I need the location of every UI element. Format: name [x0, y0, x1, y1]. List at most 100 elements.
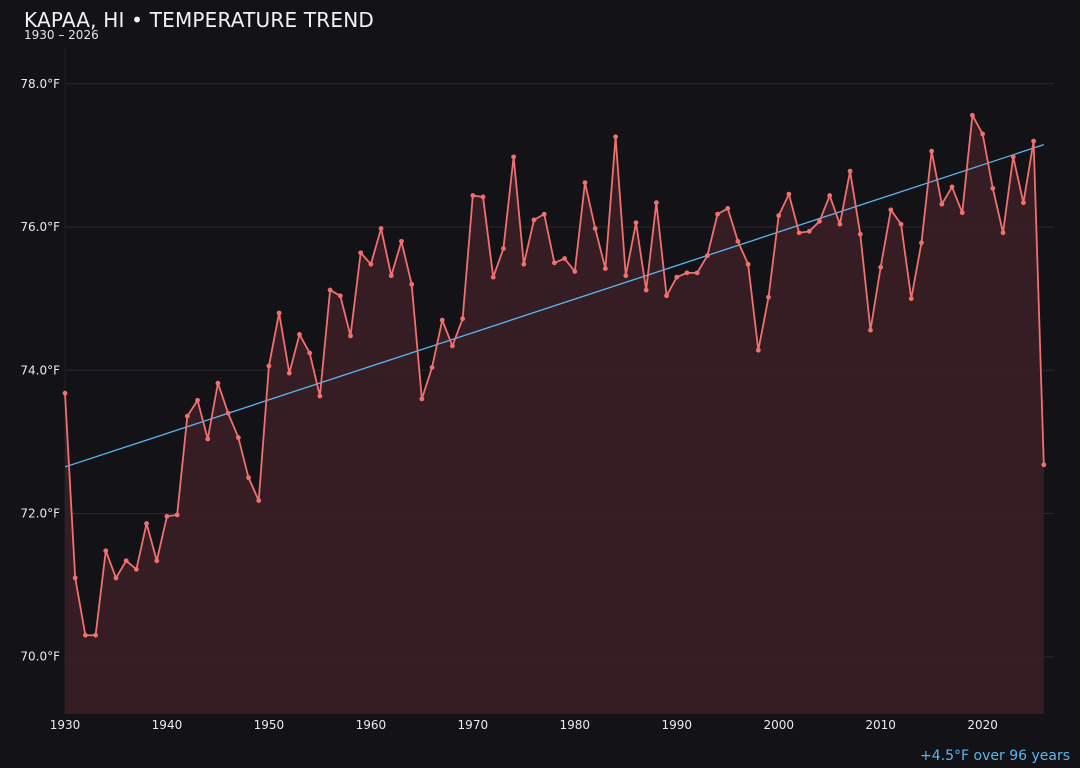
- data-point: [980, 131, 986, 137]
- data-point: [1031, 138, 1037, 144]
- data-point: [164, 513, 170, 519]
- data-point: [868, 327, 873, 333]
- data-point: [653, 200, 659, 206]
- data-point: [766, 294, 771, 300]
- data-point: [878, 264, 884, 270]
- data-point: [694, 270, 700, 276]
- data-point: [684, 270, 690, 276]
- data-point: [450, 343, 455, 349]
- data-point: [399, 238, 404, 244]
- data-point: [623, 273, 629, 279]
- data-point: [195, 397, 200, 403]
- y-tick-label: 76.0°F: [20, 220, 60, 234]
- data-point: [1010, 154, 1016, 160]
- data-point: [511, 154, 517, 160]
- data-point: [266, 363, 272, 369]
- data-point: [501, 246, 506, 251]
- x-tick-label: 1930: [50, 718, 81, 732]
- data-point: [378, 226, 384, 231]
- data-point: [735, 238, 741, 244]
- y-tick-label: 70.0°F: [20, 650, 60, 664]
- data-point: [439, 317, 445, 323]
- data-point: [429, 364, 435, 370]
- data-point: [215, 380, 221, 386]
- data-point: [103, 548, 109, 554]
- data-point: [541, 211, 547, 217]
- data-point: [358, 250, 364, 256]
- data-point: [572, 269, 578, 274]
- series-area-fill: [65, 115, 1044, 714]
- data-point: [276, 310, 282, 316]
- data-point: [970, 112, 975, 118]
- data-point: [317, 393, 323, 399]
- data-point: [715, 211, 720, 217]
- data-point: [348, 333, 353, 339]
- data-point: [857, 231, 863, 237]
- data-point: [521, 261, 527, 267]
- data-point: [307, 350, 313, 356]
- data-point: [62, 390, 68, 396]
- data-point: [123, 558, 129, 564]
- data-point: [704, 253, 710, 259]
- x-tick-label: 1940: [152, 718, 183, 732]
- data-point: [409, 281, 415, 287]
- data-point: [674, 274, 680, 280]
- data-point: [368, 261, 374, 267]
- data-point: [633, 220, 639, 226]
- data-point: [1041, 462, 1047, 468]
- x-tick-label: 1950: [254, 718, 285, 732]
- data-point: [949, 184, 955, 190]
- data-point: [725, 206, 731, 211]
- data-point: [490, 274, 496, 280]
- data-point: [613, 134, 618, 140]
- data-point: [113, 575, 119, 581]
- data-point: [1000, 230, 1006, 236]
- data-point: [337, 293, 343, 299]
- data-point: [755, 347, 761, 353]
- data-point: [817, 218, 822, 224]
- y-tick-label: 78.0°F: [20, 77, 60, 91]
- data-point: [205, 436, 211, 442]
- data-point: [246, 475, 251, 481]
- data-point: [256, 498, 262, 503]
- y-tick-label: 72.0°F: [20, 506, 60, 520]
- data-point: [144, 521, 149, 526]
- chart-subtitle: 1930 – 2026: [24, 28, 99, 42]
- data-point: [888, 207, 894, 213]
- data-point: [419, 396, 425, 402]
- data-point: [327, 287, 333, 293]
- data-point: [582, 180, 588, 186]
- data-point: [297, 332, 302, 337]
- data-point: [72, 575, 78, 581]
- data-point: [847, 168, 853, 174]
- data-point: [1021, 200, 1026, 206]
- data-point: [174, 512, 180, 518]
- data-point: [531, 217, 537, 223]
- data-point: [959, 210, 965, 216]
- data-point: [745, 261, 751, 267]
- data-point: [990, 185, 996, 191]
- data-point: [592, 226, 598, 231]
- data-point: [93, 632, 98, 638]
- x-tick-label: 2010: [865, 718, 896, 732]
- data-point: [225, 410, 231, 416]
- trend-annotation: +4.5°F over 96 years: [920, 748, 1070, 764]
- data-point: [664, 293, 669, 299]
- x-tick-label: 1990: [661, 718, 692, 732]
- data-point: [643, 287, 649, 293]
- data-point: [460, 316, 466, 322]
- data-point: [552, 260, 557, 266]
- data-point: [133, 566, 139, 572]
- x-tick-label: 2000: [763, 718, 794, 732]
- x-tick-label: 2020: [967, 718, 998, 732]
- data-point: [796, 230, 802, 236]
- data-point: [898, 221, 904, 227]
- data-point: [154, 558, 160, 564]
- data-point: [827, 193, 833, 198]
- data-point: [837, 221, 843, 227]
- data-point: [602, 266, 608, 271]
- data-point: [776, 213, 782, 218]
- x-tick-label: 1970: [458, 718, 489, 732]
- y-tick-label: 74.0°F: [20, 363, 60, 377]
